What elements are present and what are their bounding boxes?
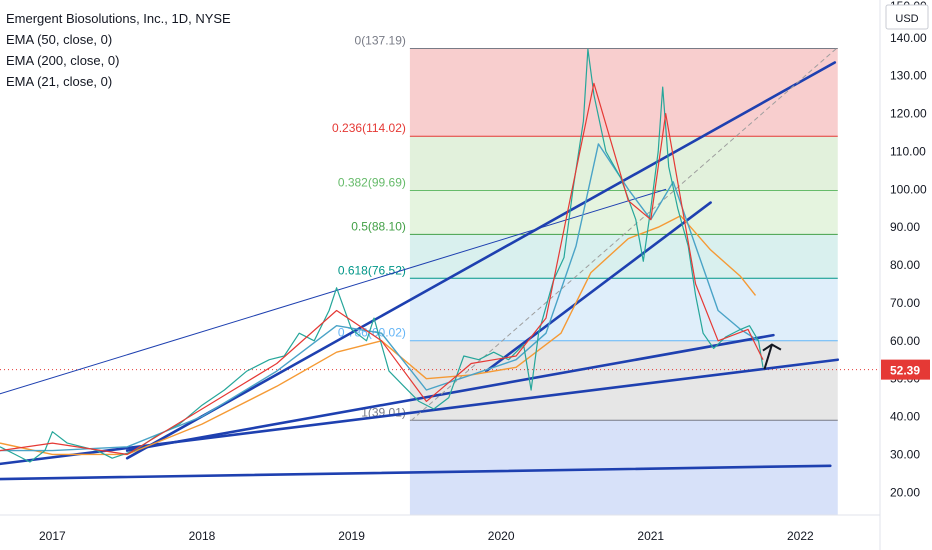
y-tick-label: 80.00: [890, 258, 920, 272]
last-price-badge: [881, 359, 930, 380]
annotation-arrow-head: [762, 343, 782, 352]
ema-200-line: [0, 215, 757, 456]
y-tick-label: 90.00: [890, 220, 920, 234]
fib-band: [409, 190, 838, 235]
x-tick-label: 2022: [787, 529, 814, 543]
x-tick-label: 2021: [637, 529, 664, 543]
fib-band: [409, 48, 838, 137]
trendline: [0, 188, 667, 395]
ema-50-line: [0, 143, 759, 452]
currency-label: USD: [895, 13, 918, 25]
x-tick-label: 2019: [338, 529, 365, 543]
indicator-ema-21[interactable]: EMA (21, close, 0): [6, 74, 113, 89]
fib-band: [409, 278, 838, 341]
trendline: [484, 201, 712, 373]
annotation-arrow: [763, 344, 773, 370]
indicator-ema-50[interactable]: EMA (50, close, 0): [6, 32, 113, 47]
fib-level-label: 0.5(88.10): [351, 219, 406, 233]
y-tick-label: 140.00: [890, 31, 927, 45]
x-tick-label: 2018: [189, 529, 216, 543]
y-tick-label: 20.00: [890, 485, 920, 499]
chart-legend: Emergent Biosolutions, Inc., 1D, NYSE EM…: [6, 8, 231, 92]
series-lines: [0, 48, 782, 463]
fib-level-label: 0.236(114.02): [332, 121, 406, 135]
y-tick-label: 60.00: [890, 334, 920, 348]
x-tick-label: 2017: [39, 529, 66, 543]
y-tick-label: 70.00: [890, 296, 920, 310]
last-price-label: 52.39: [890, 364, 920, 378]
y-tick-label: 120.00: [890, 107, 927, 121]
axis-lines: [0, 0, 881, 550]
y-tick-label: 100.00: [890, 182, 927, 196]
y-tick-label: 130.00: [890, 69, 927, 83]
y-tick-label: 110.00: [890, 144, 926, 158]
ema-21-line: [0, 82, 764, 455]
x-tick-label: 2020: [488, 529, 515, 543]
trendline: [125, 61, 837, 460]
fib-level-label: 0(137.19): [355, 34, 406, 48]
currency-badge: [885, 4, 929, 30]
chart-title: Emergent Biosolutions, Inc., 1D, NYSE: [6, 11, 231, 26]
trendline: [410, 46, 839, 421]
axes: 20.0030.0040.0050.0060.0070.0080.0090.00…: [39, 0, 930, 543]
trendline: [0, 464, 832, 481]
fib-band: [409, 234, 838, 279]
y-tick-label: 30.00: [890, 447, 920, 461]
indicator-ema-200[interactable]: EMA (200, close, 0): [6, 53, 120, 68]
fib-band: [409, 340, 838, 421]
fib-level-label: 0.382(99.69): [338, 176, 406, 190]
fibonacci-retracement: 0(137.19) 0.236(114.02) 0.382(99.69) 0.5(88…: [332, 34, 838, 515]
y-tick-label: 40.00: [890, 410, 920, 424]
fib-level-label: 0.618(76.52): [338, 263, 406, 277]
